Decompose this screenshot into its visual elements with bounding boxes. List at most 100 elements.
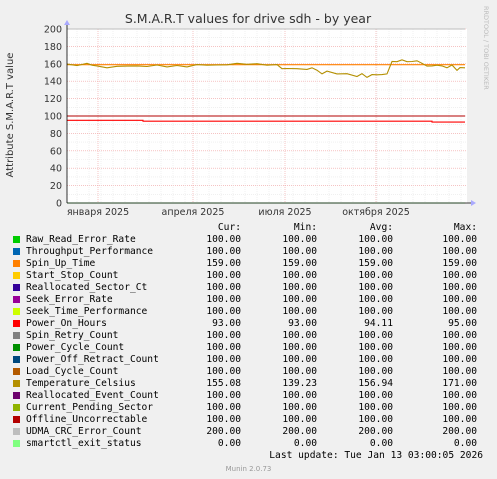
legend-row: Raw_Read_Error_Rate 100.00 100.00 100.00 100… — [0, 234, 497, 246]
legend-row: Power_Cycle_Count 100.00 100.00 100.00 100.0… — [0, 342, 497, 354]
legend-value-min: 100.00 — [282, 270, 317, 281]
y-tick-label: 140 — [44, 77, 62, 88]
legend-value-avg: 100.00 — [358, 234, 393, 245]
y-tick-label: 80 — [50, 129, 62, 140]
legend-value-cur: 100.00 — [206, 306, 241, 317]
legend-series-name: Throughput_Performance — [26, 246, 154, 257]
legend-value-avg: 100.00 — [358, 390, 393, 401]
legend-value-min: 100.00 — [282, 306, 317, 317]
legend-value-cur: 100.00 — [206, 390, 241, 401]
x-tick-label: января 2025 — [67, 207, 129, 218]
legend-value-max: 100.00 — [442, 282, 477, 293]
legend-value-cur: 155.08 — [206, 378, 241, 389]
legend-value-avg: 100.00 — [358, 414, 393, 425]
legend-value-min: 100.00 — [282, 402, 317, 413]
legend-value-avg: 159.00 — [358, 258, 393, 269]
legend-value-min: 100.00 — [282, 414, 317, 425]
legend-value-max: 100.00 — [442, 330, 477, 341]
footer: Munin 2.0.73 — [225, 465, 272, 473]
series-line-power-on-hours — [67, 119, 465, 123]
legend-series-name: Reallocated_Sector_Ct — [26, 282, 148, 293]
legend-row: Temperature_Celsius 155.08 139.23 156.94 171… — [0, 378, 497, 390]
legend-row: Throughput_Performance 100.00 100.00 100.00… — [0, 246, 497, 258]
legend-series-name: Temperature_Celsius — [26, 378, 136, 389]
legend-value-max: 100.00 — [442, 354, 477, 365]
legend-value-min: 100.00 — [282, 234, 317, 245]
legend-value-cur: 100.00 — [206, 234, 241, 245]
legend-value-min: 100.00 — [282, 390, 317, 401]
legend-value-cur: 100.00 — [206, 294, 241, 305]
legend-swatch — [13, 440, 20, 447]
legend-swatch — [13, 332, 20, 339]
legend-value-avg: 100.00 — [358, 270, 393, 281]
legend-value-avg: 94.11 — [364, 318, 393, 329]
legend-swatch — [13, 272, 20, 279]
legend-value-max: 100.00 — [442, 270, 477, 281]
legend-value-min: 100.00 — [282, 342, 317, 353]
y-axis-label: Attribute S.M.A.R.T value — [5, 53, 16, 178]
legend-row: Start_Stop_Count 100.00 100.00 100.00 100.00 — [0, 270, 497, 282]
legend-series-name: Load_Cycle_Count — [26, 366, 119, 377]
legend-value-max: 100.00 — [442, 306, 477, 317]
col-header-avg: Avg: — [369, 222, 393, 233]
chart-title: S.M.A.R.T values for drive sdh - by year — [125, 11, 372, 26]
legend-value-cur: 0.00 — [217, 438, 241, 449]
legend-value-max: 159.00 — [442, 258, 477, 269]
legend-value-max: 0.00 — [453, 438, 477, 449]
legend-row: Offline_Uncorrectable 100.00 100.00 100.00 1… — [0, 414, 497, 426]
legend-series-name: Spin_Up_Time — [26, 258, 96, 269]
legend-value-avg: 100.00 — [358, 294, 393, 305]
legend-value-avg: 100.00 — [358, 306, 393, 317]
legend-value-avg: 100.00 — [358, 402, 393, 413]
legend-row: Spin_Up_Time 159.00 159.00 159.00 159.00 — [0, 258, 497, 270]
legend-value-cur: 100.00 — [206, 330, 241, 341]
legend-series-name: Current_Pending_Sector — [26, 402, 154, 413]
legend-series-name: UDMA_CRC_Error_Count — [26, 426, 142, 437]
legend-value-max: 100.00 — [442, 342, 477, 353]
legend-value-avg: 0.00 — [369, 438, 393, 449]
legend-row: smartctl_exit_status 0.00 0.00 0.00 0.00 — [0, 438, 497, 450]
legend-value-max: 100.00 — [442, 294, 477, 305]
series-line-temperature-celsius — [66, 59, 466, 79]
legend-value-avg: 100.00 — [358, 282, 393, 293]
legend-value-max: 100.00 — [442, 246, 477, 257]
legend-value-cur: 100.00 — [206, 270, 241, 281]
legend-value-min: 139.23 — [282, 378, 317, 389]
y-axis-arrow — [64, 20, 70, 25]
legend-value-avg: 156.94 — [358, 378, 393, 389]
legend-row: Reallocated_Sector_Ct 100.00 100.00 100.00 1… — [0, 282, 497, 294]
legend-value-cur: 100.00 — [206, 366, 241, 377]
y-tick-label: 160 — [44, 59, 62, 70]
legend-swatch — [13, 380, 20, 387]
legend-row: Seek_Time_Performance 100.00 100.00 100.00 1… — [0, 306, 497, 318]
legend-value-min: 100.00 — [282, 354, 317, 365]
legend-series-name: Start_Stop_Count — [26, 270, 119, 281]
legend-value-min: 100.00 — [282, 282, 317, 293]
legend-value-min: 159.00 — [282, 258, 317, 269]
legend-series-name: smartctl_exit_status — [26, 438, 142, 449]
last-update: Last update: Tue Jan 13 03:00:05 2026 — [269, 450, 483, 461]
legend-value-avg: 100.00 — [358, 354, 393, 365]
legend-value-min: 100.00 — [282, 294, 317, 305]
col-header-min: Min: — [293, 222, 317, 233]
y-tick-label: 120 — [44, 94, 62, 105]
legend-value-avg: 100.00 — [358, 330, 393, 341]
legend-swatch — [13, 236, 20, 243]
legend-value-max: 95.00 — [448, 318, 477, 329]
legend-row: Load_Cycle_Count 100.00 100.00 100.00 100.00 — [0, 366, 497, 378]
legend-swatch — [13, 248, 20, 255]
legend-row: Seek_Error_Rate 100.00 100.00 100.00 100.00 — [0, 294, 497, 306]
legend-value-max: 100.00 — [442, 390, 477, 401]
legend-value-cur: 100.00 — [206, 414, 241, 425]
legend-value-min: 200.00 — [282, 426, 317, 437]
y-tick-label: 20 — [50, 181, 62, 192]
col-header-max: Max: — [453, 222, 477, 233]
legend-value-min: 93.00 — [288, 318, 317, 329]
legend-series-name: Seek_Time_Performance — [26, 306, 148, 317]
legend-value-avg: 100.00 — [358, 366, 393, 377]
legend-value-max: 100.00 — [442, 402, 477, 413]
x-tick-label: апреля 2025 — [162, 207, 225, 218]
legend-series-name: Reallocated_Event_Count — [26, 390, 159, 401]
legend-value-avg: 100.00 — [358, 246, 393, 257]
legend-value-cur: 93.00 — [212, 318, 241, 329]
